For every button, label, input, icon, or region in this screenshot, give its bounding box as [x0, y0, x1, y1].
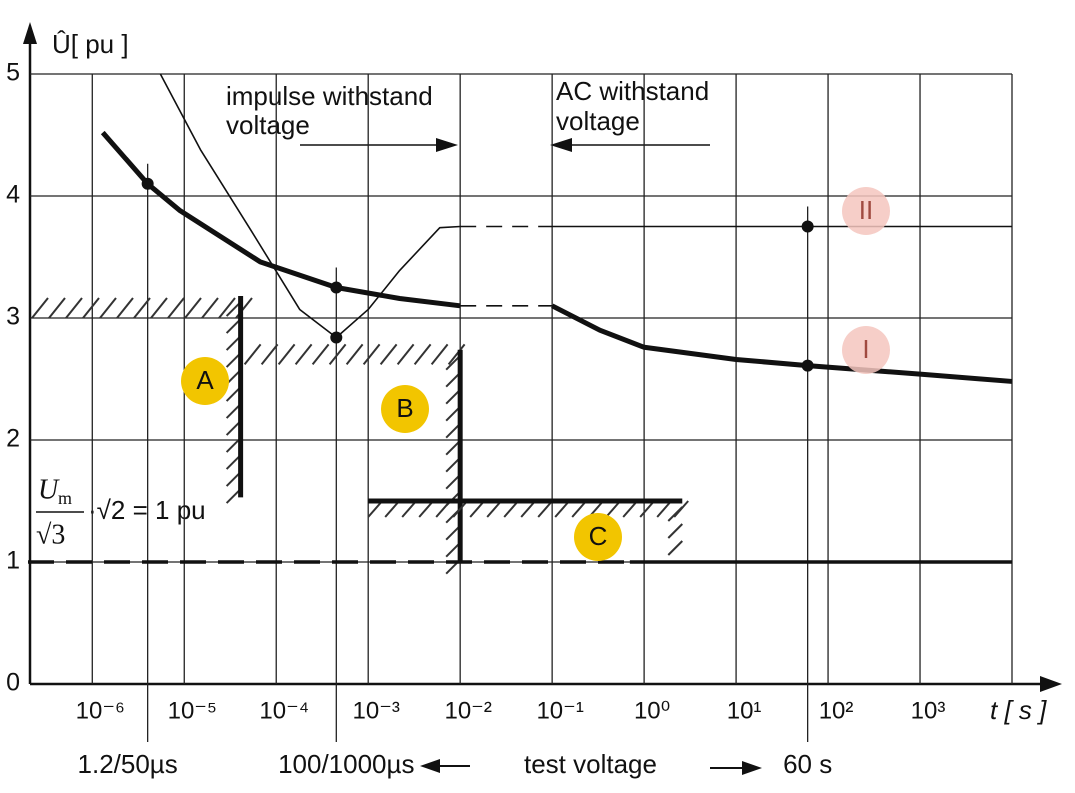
formula-rest: ·√2 = 1 pu: [88, 495, 206, 525]
region-badge: [842, 187, 890, 235]
hatch: [667, 540, 683, 556]
hatch: [554, 500, 570, 518]
arrow-head: [550, 138, 572, 152]
hatch: [384, 500, 400, 518]
hatch: [277, 343, 296, 365]
x-tick-label: 10⁻¹: [536, 697, 583, 724]
hatch: [639, 500, 655, 518]
hatch: [218, 297, 236, 319]
hatch: [469, 500, 485, 518]
annotation: voltage: [556, 106, 640, 136]
hatch: [367, 500, 383, 518]
x-tick-label: 10⁻⁵: [168, 697, 217, 724]
x-tick-label: 10²: [819, 697, 854, 724]
hatch: [345, 343, 364, 365]
x-axis-label: t [ s ]: [990, 695, 1047, 725]
region-badge: [181, 357, 229, 405]
marker: [330, 281, 343, 294]
hatch: [430, 343, 449, 365]
hatch: [201, 297, 219, 319]
hatch: [167, 297, 185, 319]
region-badge: [574, 513, 622, 561]
y-tick-label: 3: [6, 303, 20, 331]
hatch: [435, 500, 451, 518]
hatch: [150, 297, 168, 319]
region-label: II: [859, 195, 873, 225]
region-badge: [381, 385, 429, 433]
x-tick-label: 10⁻²: [444, 697, 491, 724]
annotation: test voltage: [524, 749, 657, 779]
x-axis-arrow: [1040, 676, 1062, 692]
hatch: [260, 343, 279, 365]
hatch: [243, 343, 262, 365]
region-badge: [842, 326, 890, 374]
annotation: AC withstand: [556, 76, 709, 106]
y-tick-label: 1: [6, 547, 20, 575]
arrow-head: [742, 761, 762, 775]
reference-label: 1.2/50µs: [78, 749, 178, 779]
region-label: A: [196, 365, 214, 395]
formula-denominator: √3: [36, 519, 65, 550]
reference-label: 100/1000µs: [278, 749, 414, 779]
hatch: [116, 297, 134, 319]
marker: [801, 359, 814, 372]
hatch: [99, 297, 117, 319]
region-label: C: [589, 521, 608, 551]
hatch: [328, 343, 347, 365]
series-line: [551, 303, 1013, 384]
hatch: [379, 343, 398, 365]
hatch: [503, 500, 519, 518]
x-tick-label: 10¹: [727, 697, 762, 724]
hatch: [537, 500, 553, 518]
arrow-head: [436, 138, 458, 152]
x-tick-label: 10⁻⁴: [259, 697, 309, 724]
hatch: [133, 297, 151, 319]
region-label: I: [862, 334, 869, 364]
hatch: [520, 500, 536, 518]
hatch: [486, 500, 502, 518]
y-axis-arrow: [23, 22, 37, 44]
y-axis-label: Û[ pu ]: [52, 29, 129, 59]
arrow-head: [420, 759, 440, 773]
region-label: B: [396, 393, 413, 423]
x-tick-label: 10³: [911, 697, 946, 724]
hatch: [413, 343, 432, 365]
hatch: [447, 343, 466, 365]
annotation: voltage: [226, 110, 310, 140]
hatch: [667, 523, 683, 539]
reference-label: 60 s: [783, 749, 832, 779]
y-tick-label: 0: [6, 669, 20, 697]
hatch: [82, 297, 100, 319]
y-tick-label: 5: [6, 59, 20, 87]
marker: [330, 331, 343, 344]
annotation: impulse withstand: [226, 81, 433, 111]
hatch: [311, 343, 330, 365]
x-tick-label: 10⁰: [634, 697, 670, 724]
hatch: [418, 500, 434, 518]
hatch: [452, 500, 468, 518]
hatch: [401, 500, 417, 518]
y-tick-label: 2: [6, 425, 20, 453]
hatch: [571, 500, 587, 518]
y-tick-label: 4: [6, 181, 20, 209]
hatch: [48, 297, 66, 319]
hatch: [396, 343, 415, 365]
hatch: [622, 500, 638, 518]
marker: [141, 177, 154, 190]
hatch: [605, 500, 621, 518]
x-tick-label: 10⁻⁶: [76, 697, 125, 724]
formula-u: U: [38, 474, 60, 505]
hatch: [656, 500, 672, 518]
hatch: [184, 297, 202, 319]
hatch: [31, 297, 49, 319]
hatch: [667, 506, 683, 522]
hatch: [362, 343, 381, 365]
hatch: [294, 343, 313, 365]
formula-sub: m: [58, 488, 72, 508]
x-tick-label: 10⁻³: [353, 697, 400, 724]
marker: [801, 220, 814, 233]
hatch: [65, 297, 83, 319]
